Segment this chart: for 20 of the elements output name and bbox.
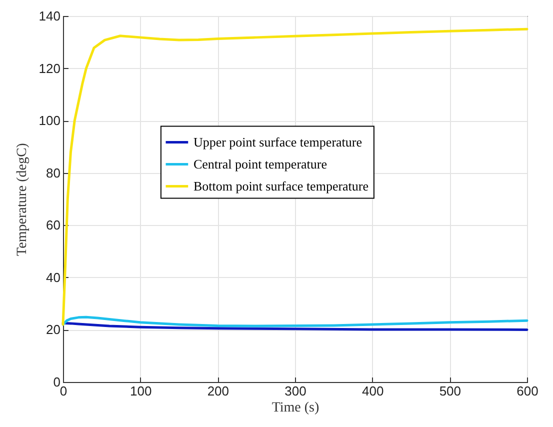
y-axis-title: Temperature (degC) [14,142,30,256]
y-tick-label: 80 [46,165,60,180]
x-tick-label: 100 [130,384,152,398]
line-series [62,316,528,328]
x-axis-title: Time (s) [272,400,320,416]
x-tick-label: 200 [207,384,230,398]
y-tick-label: 40 [46,270,60,285]
x-tick-label: 300 [284,384,306,398]
x-tick-label: 400 [362,384,384,398]
line-series [62,28,528,326]
x-tick-label: 500 [439,384,462,398]
legend-label: Upper point surface temperature [193,134,362,150]
y-tick-label: 140 [38,8,60,24]
y-tick-label: 60 [46,218,60,233]
legend-label: Central point temperature [193,156,328,172]
y-tick-label: 100 [38,113,60,128]
y-tick-label: 120 [38,60,60,76]
x-tick-label: 600 [516,384,538,398]
y-tick-label: 20 [46,322,60,338]
legend-label: Bottom point surface temperature [193,178,369,194]
